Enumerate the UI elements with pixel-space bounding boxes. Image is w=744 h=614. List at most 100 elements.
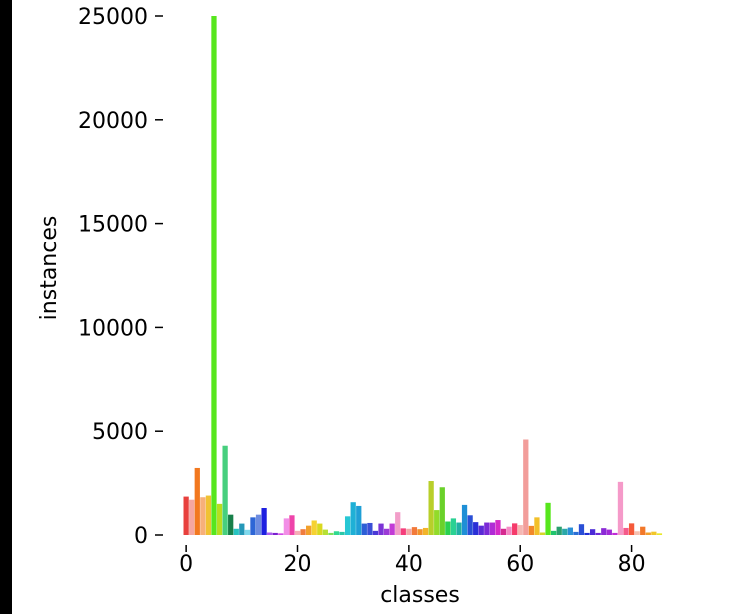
bar-class-64 — [539, 532, 546, 535]
bar-class-51 — [467, 515, 473, 535]
bar-class-63 — [534, 517, 540, 535]
y-tick-label: 10000 — [78, 316, 148, 341]
bar-class-53 — [478, 525, 484, 535]
x-tick-label: 80 — [618, 552, 646, 577]
bar-class-47 — [445, 521, 451, 535]
bar-class-60 — [517, 525, 523, 535]
y-tick-label: 20000 — [78, 109, 148, 134]
bar-class-76 — [606, 529, 612, 535]
y-tick-label: 5000 — [92, 420, 148, 445]
bar-class-82 — [640, 526, 646, 535]
bar-class-43 — [422, 527, 429, 535]
x-tick-label: 20 — [284, 552, 312, 577]
y-axis: 0 5000 10000 15000 20000 25000 — [78, 5, 163, 549]
bar-class-16 — [272, 532, 278, 535]
y-tick-label: 25000 — [78, 5, 148, 30]
bar-class-3 — [200, 497, 206, 535]
bar-class-26 — [328, 532, 334, 535]
bar-class-39 — [400, 528, 406, 535]
bar-class-30 — [350, 502, 356, 535]
bar-class-18 — [283, 518, 289, 535]
bar-class-33 — [367, 522, 373, 535]
bar-class-61 — [523, 439, 529, 535]
bar-class-80 — [628, 523, 635, 535]
y-axis-label: instances — [37, 216, 62, 321]
x-tick-label: 60 — [506, 552, 534, 577]
bar-class-25 — [322, 529, 328, 535]
bar-class-44 — [428, 481, 434, 535]
bar-class-8 — [228, 514, 234, 535]
bar-class-2 — [194, 467, 200, 535]
bar-class-55 — [489, 522, 496, 535]
bar-class-37 — [389, 523, 395, 535]
bar-class-62 — [528, 525, 534, 535]
bar-class-20 — [294, 530, 301, 535]
bar-class-13 — [255, 514, 262, 535]
bar-class-58 — [506, 526, 512, 535]
x-tick-label: 40 — [395, 552, 423, 577]
bar-class-48 — [450, 518, 457, 535]
y-tick-label: 15000 — [78, 213, 148, 238]
bar-class-75 — [601, 528, 607, 535]
bar-class-35 — [378, 523, 384, 535]
bar-class-52 — [473, 522, 479, 535]
bar-class-84 — [651, 531, 657, 535]
bar-class-19 — [289, 515, 295, 535]
bar-class-46 — [439, 487, 445, 535]
bar-class-23 — [311, 520, 317, 535]
bar-class-21 — [300, 529, 306, 535]
bar-class-45 — [434, 510, 440, 535]
x-axis-label: classes — [380, 583, 460, 608]
bar-class-17 — [278, 533, 284, 535]
bar-class-69 — [567, 527, 573, 535]
x-tick-label: 0 — [179, 552, 193, 577]
bar-class-79 — [623, 527, 629, 535]
bar-class-74 — [595, 532, 601, 535]
bar-class-31 — [356, 505, 362, 535]
bar-class-72 — [584, 532, 590, 535]
bar-class-65 — [545, 502, 551, 535]
bar-class-0 — [183, 496, 189, 535]
x-axis: 0 20 40 60 80 — [179, 545, 646, 577]
bar-class-42 — [417, 529, 423, 535]
bar-class-49 — [456, 522, 462, 535]
bar-class-11 — [244, 529, 251, 535]
bar-class-6 — [216, 503, 223, 535]
bar-class-54 — [484, 522, 490, 535]
bar-class-34 — [372, 530, 379, 535]
bar-class-1 — [189, 499, 195, 535]
bar-class-57 — [500, 528, 507, 535]
bar-class-85 — [656, 533, 663, 535]
bar-class-50 — [461, 504, 468, 535]
bar-class-38 — [395, 512, 401, 535]
bar-class-27 — [333, 531, 340, 535]
y-tick-label: 0 — [134, 524, 148, 549]
bar-class-32 — [361, 523, 367, 535]
bar-class-70 — [573, 531, 579, 535]
bar-class-29 — [344, 516, 351, 535]
bar-class-36 — [383, 528, 390, 535]
bar-class-28 — [339, 531, 345, 535]
bar-class-71 — [578, 524, 585, 535]
bar-class-67 — [556, 526, 562, 535]
bar-class-59 — [512, 523, 518, 535]
bar-class-78 — [617, 481, 624, 535]
bar-class-12 — [250, 517, 256, 535]
bar-class-73 — [589, 529, 596, 535]
bars — [183, 16, 663, 535]
bar-class-14 — [261, 508, 267, 535]
bar-class-40 — [406, 528, 412, 535]
bar-class-4 — [205, 495, 212, 535]
bar-class-15 — [267, 532, 273, 535]
bar-class-22 — [306, 525, 312, 535]
bar-class-24 — [317, 523, 323, 535]
bar-class-56 — [495, 520, 501, 535]
bar-class-7 — [222, 445, 228, 535]
bar-class-41 — [411, 527, 418, 535]
bar-class-81 — [634, 531, 640, 535]
bar-class-77 — [612, 532, 618, 535]
left-edge-strip — [0, 0, 12, 614]
bar-class-68 — [562, 528, 568, 535]
bar-class-66 — [551, 530, 557, 535]
